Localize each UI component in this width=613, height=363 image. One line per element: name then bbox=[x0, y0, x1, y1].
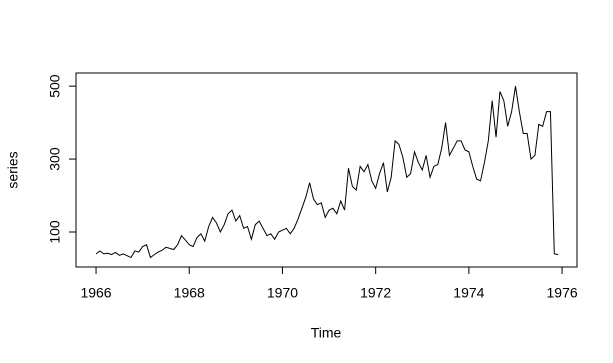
series-line bbox=[95, 86, 559, 259]
x-tick-label: 1966 bbox=[80, 285, 111, 301]
x-axis-label: Time bbox=[311, 325, 342, 341]
y-axis-label: series bbox=[5, 151, 21, 188]
y-tick-label: 500 bbox=[47, 74, 63, 98]
y-tick-label: 100 bbox=[47, 220, 63, 244]
plot-box bbox=[75, 72, 578, 268]
x-tick-label: 1976 bbox=[547, 285, 578, 301]
x-tick-label: 1972 bbox=[360, 285, 391, 301]
x-tick-label: 1970 bbox=[267, 285, 298, 301]
x-tick-label: 1974 bbox=[453, 285, 484, 301]
y-tick-label: 300 bbox=[47, 147, 63, 171]
x-tick-label: 1968 bbox=[174, 285, 205, 301]
